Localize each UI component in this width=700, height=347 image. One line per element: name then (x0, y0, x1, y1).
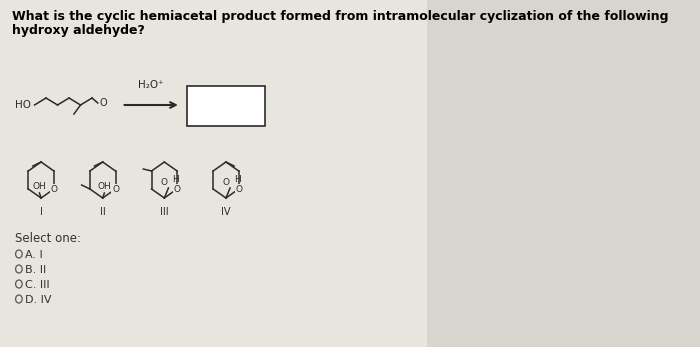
Text: H: H (172, 175, 179, 184)
Text: O: O (112, 185, 119, 194)
Text: O: O (222, 178, 229, 187)
Text: IV: IV (221, 207, 231, 217)
Text: B. II: B. II (25, 265, 47, 275)
Bar (0, 0, 427, 347)
Text: OH: OH (97, 182, 111, 191)
Text: hydroxy aldehyde?: hydroxy aldehyde? (11, 24, 144, 37)
Text: H: H (234, 175, 241, 184)
Text: What is the cyclic hemiacetal product formed from intramolecular cyclization of : What is the cyclic hemiacetal product fo… (11, 10, 668, 23)
Text: OH: OH (33, 182, 46, 191)
Text: HO: HO (15, 100, 32, 110)
Text: C. III: C. III (25, 280, 50, 290)
Text: Select one:: Select one: (15, 232, 80, 245)
Text: O: O (174, 185, 181, 194)
Text: I: I (40, 207, 43, 217)
Text: A. I: A. I (25, 250, 43, 260)
Bar (188, 86, 265, 126)
Text: III: III (160, 207, 169, 217)
Text: O: O (160, 178, 167, 187)
Text: II: II (100, 207, 106, 217)
Text: D. IV: D. IV (25, 295, 52, 305)
Text: H₂O⁺: H₂O⁺ (137, 80, 163, 90)
Text: O: O (50, 185, 57, 194)
Text: O: O (99, 98, 107, 108)
Text: O: O (235, 185, 242, 194)
